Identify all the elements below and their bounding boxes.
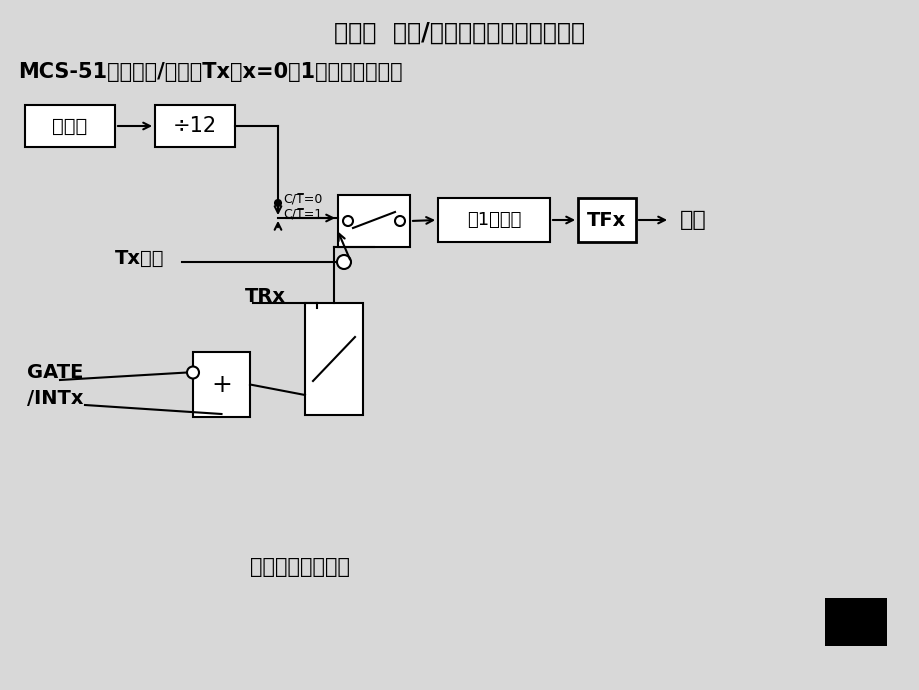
Bar bbox=[437, 198, 550, 242]
Text: GATE: GATE bbox=[27, 364, 84, 382]
Bar bbox=[305, 303, 363, 415]
Circle shape bbox=[275, 200, 280, 206]
Text: +: + bbox=[210, 373, 232, 397]
Bar bbox=[577, 198, 635, 242]
Text: C/T̅=0: C/T̅=0 bbox=[283, 193, 322, 206]
Text: /INTx: /INTx bbox=[27, 388, 84, 408]
Text: Tx引脚: Tx引脚 bbox=[115, 248, 165, 268]
Text: 第一节  定时/计数器的结构及工作原理: 第一节 定时/计数器的结构及工作原理 bbox=[335, 21, 584, 45]
Bar bbox=[824, 598, 886, 646]
Text: 加1计数器: 加1计数器 bbox=[466, 211, 521, 229]
Text: TFx: TFx bbox=[586, 210, 626, 230]
Text: MCS-51内部定时/计数器Tx（x=0，1）的结构如下：: MCS-51内部定时/计数器Tx（x=0，1）的结构如下： bbox=[18, 62, 403, 82]
Text: TRx: TRx bbox=[244, 288, 286, 306]
Bar bbox=[25, 105, 115, 147]
Text: 振荡器: 振荡器 bbox=[52, 117, 87, 135]
Text: 能叙述其工作过程: 能叙述其工作过程 bbox=[250, 557, 349, 577]
Bar bbox=[154, 105, 234, 147]
Circle shape bbox=[336, 255, 351, 269]
Text: ÷12: ÷12 bbox=[173, 116, 217, 136]
Text: 中断: 中断 bbox=[679, 210, 706, 230]
Circle shape bbox=[343, 216, 353, 226]
Circle shape bbox=[187, 366, 199, 379]
Bar bbox=[337, 195, 410, 247]
Text: C/T̅=1: C/T̅=1 bbox=[283, 208, 322, 221]
Bar bbox=[193, 352, 250, 417]
Circle shape bbox=[394, 216, 404, 226]
